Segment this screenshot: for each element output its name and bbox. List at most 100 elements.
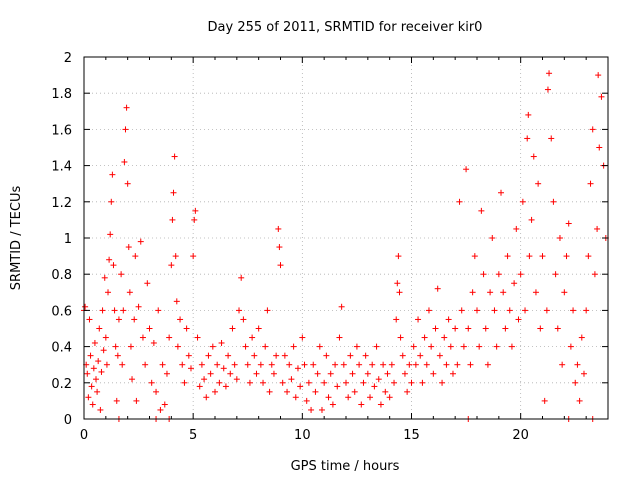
data-point <box>174 343 181 350</box>
data-point <box>528 216 535 223</box>
data-point <box>102 334 109 341</box>
data-point <box>99 307 106 314</box>
data-point <box>290 343 297 350</box>
data-point <box>172 253 179 260</box>
data-point <box>144 280 151 287</box>
data-point <box>393 316 400 323</box>
data-point <box>190 253 197 260</box>
data-point <box>139 334 146 341</box>
data-point <box>327 370 334 377</box>
data-point <box>84 370 91 377</box>
data-point <box>132 253 139 260</box>
data-point <box>519 198 526 205</box>
data-point <box>532 289 539 296</box>
data-point <box>449 370 456 377</box>
data-point <box>240 316 247 323</box>
y-tick-label: 2 <box>64 51 72 66</box>
y-tick-label: 0.2 <box>51 377 72 392</box>
x-tick-label: 5 <box>189 428 197 443</box>
data-point <box>574 361 581 368</box>
data-point <box>445 316 452 323</box>
data-point <box>122 126 129 133</box>
data-point <box>214 361 221 368</box>
data-point <box>82 303 89 310</box>
data-point <box>246 379 253 386</box>
data-point <box>482 325 489 332</box>
data-point <box>397 334 404 341</box>
data-point <box>262 343 269 350</box>
data-point <box>487 289 494 296</box>
axis-ticks <box>83 56 608 420</box>
data-point <box>85 394 92 401</box>
data-point <box>194 334 201 341</box>
data-point <box>515 316 522 323</box>
data-point <box>441 334 448 341</box>
data-point <box>343 379 349 386</box>
data-point <box>369 361 376 368</box>
data-point <box>209 343 216 350</box>
data-point <box>530 153 537 160</box>
data-point <box>498 189 505 196</box>
data-point <box>423 361 430 368</box>
data-point <box>338 303 345 310</box>
data-point <box>415 316 422 323</box>
data-point <box>484 361 491 368</box>
data-point <box>345 394 352 401</box>
data-point <box>249 334 256 341</box>
data-point <box>125 244 132 251</box>
data-point <box>386 394 393 401</box>
data-point <box>401 370 408 377</box>
data-point <box>391 379 398 386</box>
data-point <box>452 325 459 332</box>
data-point <box>251 352 258 359</box>
y-axis-label: SRMTID / TECUs <box>9 186 24 291</box>
data-point <box>511 280 518 287</box>
data-point <box>123 104 130 111</box>
data-point <box>207 370 214 377</box>
data-point <box>463 166 470 173</box>
data-point <box>198 361 205 368</box>
data-point <box>273 352 280 359</box>
data-point <box>157 406 164 413</box>
data-point <box>303 397 310 404</box>
data-point <box>388 361 395 368</box>
y-tick-label: 1 <box>64 232 72 247</box>
data-point <box>124 180 131 187</box>
data-point <box>187 365 194 372</box>
data-point <box>591 271 598 278</box>
data-point <box>329 401 336 408</box>
y-tick-label: 0.6 <box>51 304 72 319</box>
data-point <box>308 406 315 413</box>
data-point <box>94 388 101 395</box>
data-point <box>578 334 585 341</box>
data-point <box>105 289 112 296</box>
data-point <box>150 339 157 346</box>
data-point <box>238 274 245 281</box>
data-point <box>493 343 500 350</box>
data-point <box>179 361 186 368</box>
data-point <box>244 361 251 368</box>
data-point <box>364 370 371 377</box>
data-point <box>508 343 515 350</box>
chart-title: Day 255 of 2011, SRMTID for receiver kir… <box>208 20 483 35</box>
data-point <box>222 383 229 390</box>
data-point <box>500 289 507 296</box>
data-point <box>103 361 110 368</box>
data-point <box>119 361 126 368</box>
data-point <box>294 365 301 372</box>
data-point <box>406 361 413 368</box>
x-tick-label: 0 <box>80 428 88 443</box>
data-point <box>270 370 277 377</box>
data-point <box>567 343 574 350</box>
data-point <box>595 72 602 79</box>
data-point <box>288 376 295 383</box>
data-point <box>356 361 363 368</box>
data-point <box>349 370 356 377</box>
data-point <box>594 225 601 232</box>
data-point <box>598 93 605 100</box>
data-point <box>556 235 563 241</box>
data-point <box>456 198 463 205</box>
y-tick-label: 0.8 <box>51 268 72 283</box>
data-point <box>205 352 212 359</box>
data-point <box>458 307 465 314</box>
